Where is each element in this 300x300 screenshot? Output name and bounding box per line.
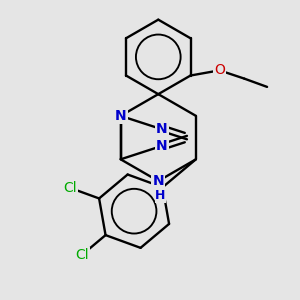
Text: N: N [156, 122, 168, 136]
Text: N: N [156, 139, 168, 153]
Text: H: H [155, 189, 166, 202]
Text: Cl: Cl [63, 181, 77, 195]
Text: N: N [115, 109, 127, 123]
Text: Cl: Cl [75, 248, 88, 262]
Text: N: N [152, 174, 164, 188]
Text: O: O [214, 63, 225, 77]
